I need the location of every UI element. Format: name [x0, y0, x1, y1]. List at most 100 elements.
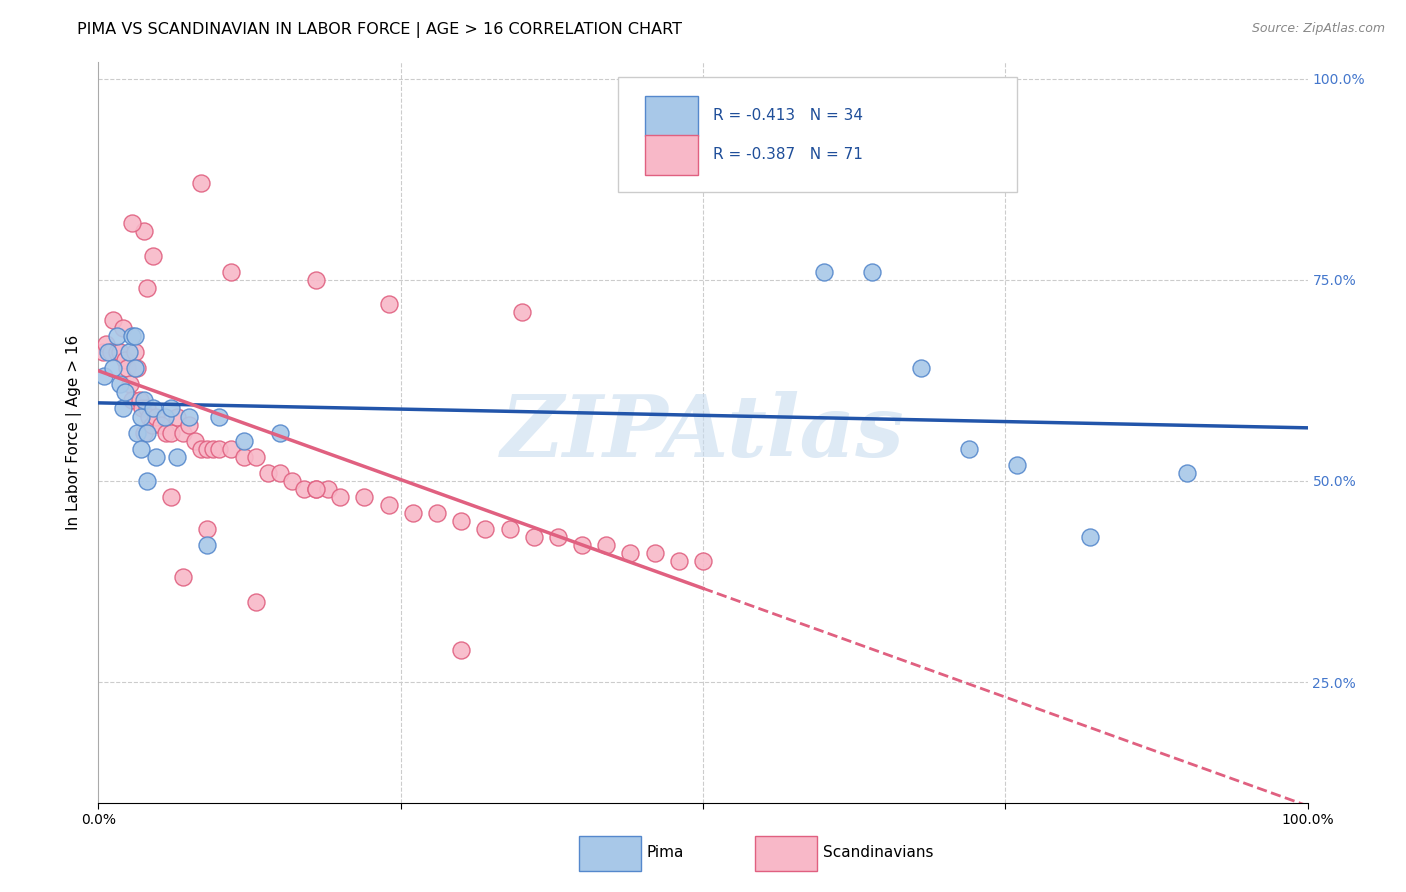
Point: [150, 417, 173, 432]
Point: [195, 522, 218, 536]
Point: [377, 498, 399, 512]
Point: [269, 425, 291, 440]
Point: [160, 401, 183, 416]
Point: [860, 265, 883, 279]
Point: [426, 506, 449, 520]
Point: [135, 281, 157, 295]
Point: [124, 361, 146, 376]
Point: [114, 353, 136, 368]
Point: [128, 393, 150, 408]
Point: [166, 450, 188, 464]
Point: [121, 393, 143, 408]
Point: [108, 345, 131, 359]
Point: [114, 385, 136, 400]
FancyBboxPatch shape: [645, 95, 699, 136]
Point: [101, 361, 124, 376]
Point: [232, 450, 254, 464]
Point: [172, 425, 194, 440]
Point: [377, 297, 399, 311]
Point: [127, 361, 149, 376]
Point: [105, 345, 128, 359]
Text: Source: ZipAtlas.com: Source: ZipAtlas.com: [1251, 22, 1385, 36]
Point: [129, 442, 152, 456]
Point: [692, 554, 714, 568]
Point: [245, 450, 267, 464]
Point: [184, 434, 207, 448]
Point: [124, 329, 146, 343]
Point: [547, 530, 569, 544]
Point: [142, 249, 165, 263]
Point: [138, 409, 160, 424]
Point: [1078, 530, 1101, 544]
Point: [179, 417, 201, 432]
Point: [292, 482, 315, 496]
Point: [498, 522, 520, 536]
Point: [118, 377, 141, 392]
Point: [305, 482, 328, 496]
Point: [190, 442, 212, 456]
Point: [232, 434, 254, 448]
Point: [127, 425, 149, 440]
Text: Pima: Pima: [647, 846, 685, 860]
Text: R = -0.413   N = 34: R = -0.413 N = 34: [713, 108, 863, 123]
Point: [134, 393, 156, 408]
Point: [111, 321, 134, 335]
Point: [135, 401, 157, 416]
Point: [134, 425, 156, 440]
Point: [131, 401, 153, 416]
Point: [202, 442, 225, 456]
Point: [135, 425, 157, 440]
Point: [190, 176, 212, 190]
Point: [957, 442, 980, 456]
Point: [153, 409, 176, 424]
Point: [108, 377, 131, 392]
FancyBboxPatch shape: [645, 135, 699, 175]
Point: [195, 538, 218, 552]
Point: [118, 345, 141, 359]
Point: [269, 466, 291, 480]
Point: [97, 345, 120, 359]
Point: [105, 329, 128, 343]
Point: [316, 482, 339, 496]
Point: [644, 546, 666, 560]
Text: Scandinavians: Scandinavians: [823, 846, 934, 860]
Point: [117, 361, 139, 376]
Point: [121, 329, 143, 343]
Point: [329, 490, 352, 504]
Point: [619, 546, 641, 560]
Point: [141, 417, 163, 432]
Point: [402, 506, 425, 520]
Y-axis label: In Labor Force | Age > 16: In Labor Force | Age > 16: [66, 335, 83, 530]
Point: [221, 442, 243, 456]
Point: [160, 490, 183, 504]
FancyBboxPatch shape: [755, 836, 817, 871]
FancyBboxPatch shape: [579, 836, 641, 871]
Text: PIMA VS SCANDINAVIAN IN LABOR FORCE | AGE > 16 CORRELATION CHART: PIMA VS SCANDINAVIAN IN LABOR FORCE | AG…: [77, 22, 682, 38]
Point: [450, 643, 472, 657]
Point: [145, 409, 167, 424]
Point: [142, 401, 165, 416]
Point: [93, 369, 115, 384]
Point: [135, 474, 157, 488]
Point: [910, 361, 932, 376]
Text: R = -0.387   N = 71: R = -0.387 N = 71: [713, 147, 862, 162]
Text: ZIPAtlas: ZIPAtlas: [501, 391, 905, 475]
Point: [155, 425, 177, 440]
Point: [121, 216, 143, 230]
Point: [91, 345, 114, 359]
Point: [145, 450, 167, 464]
Point: [100, 345, 122, 359]
Point: [129, 409, 152, 424]
Point: [124, 345, 146, 359]
Point: [1175, 466, 1198, 480]
FancyBboxPatch shape: [619, 78, 1018, 192]
Point: [305, 482, 328, 496]
Point: [281, 474, 304, 488]
Point: [305, 273, 328, 287]
Point: [474, 522, 496, 536]
Point: [353, 490, 375, 504]
Point: [256, 466, 278, 480]
Point: [523, 530, 546, 544]
Point: [245, 594, 267, 608]
Point: [668, 554, 690, 568]
